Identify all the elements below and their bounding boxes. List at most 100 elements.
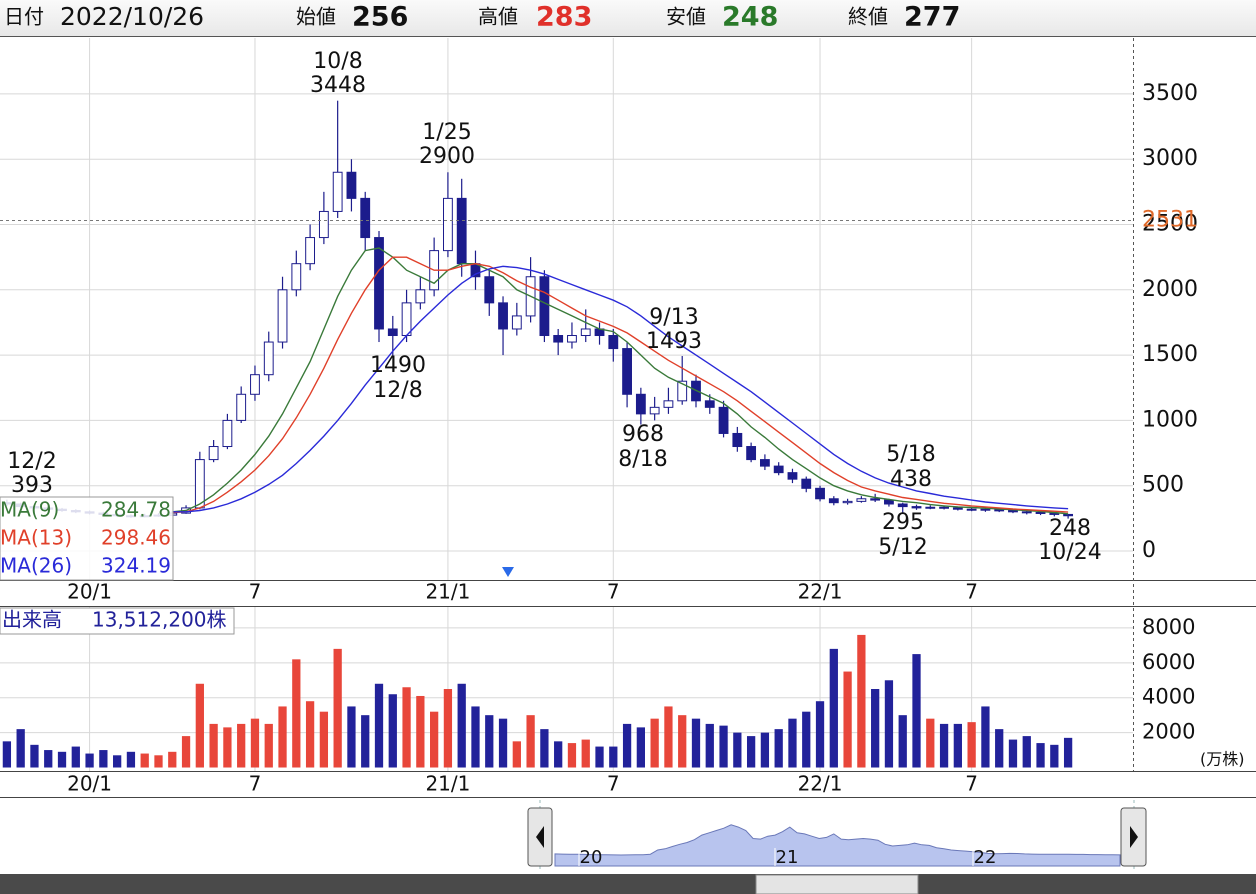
candle-body: [759, 459, 770, 467]
legend-name: MA(26): [0, 554, 72, 578]
candle-body: [966, 508, 977, 511]
volume-bar: [1063, 737, 1073, 768]
scrollbar-thumb[interactable]: [755, 874, 919, 894]
scrollbar-track[interactable]: [0, 874, 1256, 894]
volume-bar: [705, 723, 714, 768]
volume-bar: [113, 755, 122, 768]
y-tick-label: 500: [1142, 473, 1184, 498]
candle-body: [911, 506, 922, 509]
candle-body: [1035, 511, 1046, 514]
volume-bar: [554, 741, 563, 768]
x-tick-label: 7: [965, 580, 978, 604]
date: 2022/10/26: [60, 2, 204, 31]
x-tick-label: 7: [249, 580, 262, 604]
volume-bar: [788, 718, 797, 768]
annotation-date: 12/2: [7, 449, 56, 474]
annotation-value: 3448: [310, 73, 366, 98]
candle-body: [842, 500, 853, 504]
candle-body: [939, 506, 949, 509]
ma-line: [172, 256, 1069, 514]
volume-bar: [498, 718, 508, 768]
candle-body: [567, 335, 577, 343]
candle-body: [925, 506, 936, 509]
volume-bar: [71, 746, 80, 768]
date-label: 日付: [4, 5, 44, 29]
candle-body: [608, 335, 619, 350]
y-tick-label: 2000: [1142, 720, 1195, 744]
legend-box: [0, 496, 174, 581]
volume-bar: [361, 715, 370, 768]
volume-bar: [485, 715, 494, 768]
candle-body: [1021, 511, 1032, 514]
volume-bar: [802, 711, 811, 768]
volume-bar: [457, 683, 466, 768]
volume-bar: [154, 755, 163, 768]
annotation-value: 248: [1049, 516, 1091, 541]
volume-bar: [374, 683, 384, 768]
close-value: 277: [904, 2, 960, 33]
navigator-label: 22: [974, 847, 997, 868]
volume-bar: [264, 723, 273, 768]
candle-body: [443, 197, 453, 252]
volume-bar: [967, 722, 976, 768]
volume-bar: [636, 727, 645, 768]
volume-bar: [181, 736, 191, 768]
volume-bar: [99, 750, 108, 768]
volume-bar: [622, 723, 632, 768]
volume-bar: [719, 725, 728, 768]
annotation-date: 5/18: [886, 442, 935, 467]
candle-body: [580, 328, 591, 337]
volume-bar: [30, 744, 39, 768]
candle-body: [635, 393, 646, 415]
y-tick-label: 2500: [1142, 212, 1198, 237]
volume-bar: [1008, 739, 1018, 768]
candle-body: [360, 197, 371, 239]
annotation-date: 10/24: [1038, 540, 1101, 565]
legend-value: 298.46: [101, 526, 171, 550]
y-tick-label: 6000: [1142, 650, 1195, 674]
volume-bar: [416, 695, 425, 768]
volume-bar: [168, 751, 177, 768]
candle-body: [346, 171, 357, 199]
x-tick-label: 7: [249, 772, 262, 796]
candle-body: [401, 302, 412, 337]
annotation-value: 393: [11, 473, 53, 498]
volume-bar: [443, 689, 453, 768]
candle-body: [222, 419, 233, 448]
volume-bar: [595, 746, 604, 768]
candle-body: [980, 508, 991, 511]
x-tick-label: 22/1: [798, 580, 843, 604]
volume-bar: [347, 706, 356, 768]
volume-bar: [2, 741, 12, 768]
volume-title: 出来高: [2, 608, 62, 632]
x-tick-label: 7: [607, 772, 620, 796]
x-tick-label: 21/1: [425, 772, 470, 796]
right-arrow-icon: [1130, 826, 1138, 848]
volume-bar: [430, 711, 439, 768]
volume-bar: [512, 741, 521, 768]
x-tick-label: 22/1: [798, 772, 843, 796]
volume-bar: [1022, 736, 1031, 768]
volume-bar: [250, 718, 260, 768]
volume-bar: [884, 680, 894, 768]
volume-bar: [16, 729, 25, 768]
candle-body: [511, 315, 522, 330]
volume-bar: [1050, 744, 1059, 768]
candle-body: [484, 276, 495, 304]
legend-name: MA(9): [0, 498, 59, 522]
candle-body: [236, 393, 247, 421]
volume-bar: [1036, 743, 1045, 768]
candle-body: [194, 459, 205, 509]
ma-line: [172, 247, 1069, 515]
volume-bar: [664, 706, 673, 768]
candle-body: [815, 487, 825, 500]
annotation-date: 9/13: [649, 305, 698, 330]
legend-value: 324.19: [101, 554, 171, 578]
navigator: 20 21 22: [539, 800, 1135, 872]
candle-body: [773, 465, 784, 474]
volume-bar: [126, 751, 136, 768]
legend-name: MA(13): [0, 526, 72, 550]
candle-body: [305, 237, 316, 265]
